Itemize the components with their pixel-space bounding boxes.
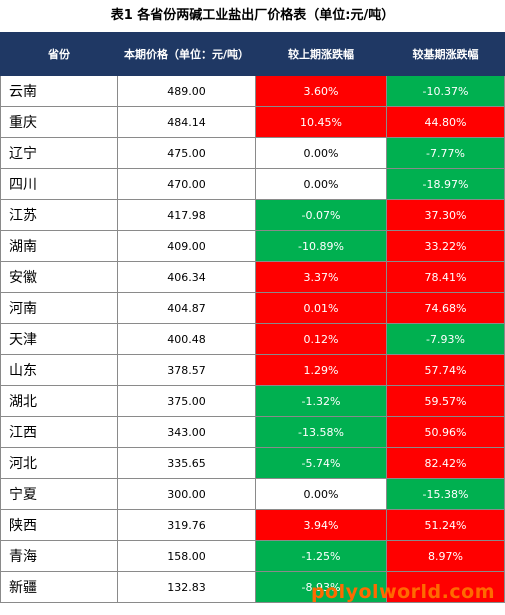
table-row: 天津 400.48 0.12% -7.93% (0, 323, 505, 355)
yoy-cell: 33.22% (386, 230, 505, 262)
yoy-cell: 78.41% (386, 261, 505, 293)
price-cell: 470.00 (117, 168, 256, 200)
province-cell: 安徽 (0, 261, 118, 293)
province-cell: 宁夏 (0, 478, 118, 510)
price-cell: 417.98 (117, 199, 256, 231)
table-row: 云南 489.00 3.60% -10.37% (0, 75, 505, 107)
province-cell: 河南 (0, 292, 118, 324)
price-cell: 375.00 (117, 385, 256, 417)
mom-cell: -1.25% (255, 540, 387, 572)
price-cell: 400.48 (117, 323, 256, 355)
yoy-cell: -18.97% (386, 168, 505, 200)
yoy-cell: 51.24% (386, 509, 505, 541)
yoy-cell: -7.77% (386, 137, 505, 169)
mom-cell: 10.45% (255, 106, 387, 138)
province-cell: 湖北 (0, 385, 118, 417)
province-cell: 湖南 (0, 230, 118, 262)
mom-cell: 0.00% (255, 137, 387, 169)
mom-cell: 3.37% (255, 261, 387, 293)
mom-cell: -1.32% (255, 385, 387, 417)
province-cell: 陕西 (0, 509, 118, 541)
table-row: 宁夏 300.00 0.00% -15.38% (0, 478, 505, 510)
mom-cell: 3.94% (255, 509, 387, 541)
table-row: 湖南 409.00 -10.89% 33.22% (0, 230, 505, 262)
header-province: 省份 (0, 32, 118, 76)
watermark: polyolworld.com (310, 581, 495, 603)
table-row: 陕西 319.76 3.94% 51.24% (0, 509, 505, 541)
mom-cell: -0.07% (255, 199, 387, 231)
price-cell: 484.14 (117, 106, 256, 138)
table-row: 山东 378.57 1.29% 57.74% (0, 354, 505, 386)
table-body: 云南 489.00 3.60% -10.37% 重庆 484.14 10.45% 44.80%… (0, 75, 505, 603)
yoy-cell: -15.38% (386, 478, 505, 510)
province-cell: 江苏 (0, 199, 118, 231)
mom-cell: -10.89% (255, 230, 387, 262)
header-price: 本期价格（单位：元/吨） (117, 32, 256, 76)
yoy-cell: 50.96% (386, 416, 505, 448)
yoy-cell: -7.93% (386, 323, 505, 355)
price-cell: 409.00 (117, 230, 256, 262)
province-cell: 重庆 (0, 106, 118, 138)
table-row: 江西 343.00 -13.58% 50.96% (0, 416, 505, 448)
yoy-cell: -10.37% (386, 75, 505, 107)
table-row: 安徽 406.34 3.37% 78.41% (0, 261, 505, 293)
yoy-cell: 57.74% (386, 354, 505, 386)
mom-cell: 3.60% (255, 75, 387, 107)
mom-cell: 0.00% (255, 478, 387, 510)
price-cell: 158.00 (117, 540, 256, 572)
price-cell: 335.65 (117, 447, 256, 479)
province-cell: 江西 (0, 416, 118, 448)
table-row: 河北 335.65 -5.74% 82.42% (0, 447, 505, 479)
price-cell: 489.00 (117, 75, 256, 107)
price-cell: 132.83 (117, 571, 256, 603)
header-yoy: 较基期涨跌幅 (386, 32, 505, 76)
mom-cell: 0.12% (255, 323, 387, 355)
price-cell: 300.00 (117, 478, 256, 510)
province-cell: 河北 (0, 447, 118, 479)
price-cell: 404.87 (117, 292, 256, 324)
table-row: 江苏 417.98 -0.07% 37.30% (0, 199, 505, 231)
table-title: 表1 各省份两碱工业盐出厂价格表（单位:元/吨） (110, 8, 395, 23)
table-row: 辽宁 475.00 0.00% -7.77% (0, 137, 505, 169)
mom-cell: -5.74% (255, 447, 387, 479)
price-cell: 475.00 (117, 137, 256, 169)
mom-cell: -8.93% (255, 571, 387, 603)
province-cell: 四川 (0, 168, 118, 200)
yoy-cell: 82.42% (386, 447, 505, 479)
mom-cell: 0.01% (255, 292, 387, 324)
price-table: 省份 本期价格（单位：元/吨） 较上期涨跌幅 较基期涨跌幅 云南 489.00 3.… (0, 32, 505, 603)
yoy-cell: 8.97% (386, 540, 505, 572)
province-cell: 青海 (0, 540, 118, 572)
yoy-cell: 74.68% (386, 292, 505, 324)
yoy-cell: 59.57% (386, 385, 505, 417)
table-row: 河南 404.87 0.01% 74.68% (0, 292, 505, 324)
yoy-cell: 44.80% (386, 106, 505, 138)
province-cell: 辽宁 (0, 137, 118, 169)
yoy-cell (386, 571, 505, 603)
mom-cell: -13.58% (255, 416, 387, 448)
price-cell: 343.00 (117, 416, 256, 448)
table-row: 重庆 484.14 10.45% 44.80% (0, 106, 505, 138)
table-row: 湖北 375.00 -1.32% 59.57% (0, 385, 505, 417)
yoy-cell: 37.30% (386, 199, 505, 231)
header-mom: 较上期涨跌幅 (255, 32, 387, 76)
table-row: 四川 470.00 0.00% -18.97% (0, 168, 505, 200)
mom-cell: 0.00% (255, 168, 387, 200)
province-cell: 山东 (0, 354, 118, 386)
province-cell: 云南 (0, 75, 118, 107)
table-row: 青海 158.00 -1.25% 8.97% (0, 540, 505, 572)
header-row: 省份 本期价格（单位：元/吨） 较上期涨跌幅 较基期涨跌幅 (0, 32, 505, 76)
table-row: 新疆 132.83 -8.93% (0, 571, 505, 603)
price-cell: 378.57 (117, 354, 256, 386)
province-cell: 新疆 (0, 571, 118, 603)
price-cell: 406.34 (117, 261, 256, 293)
province-cell: 天津 (0, 323, 118, 355)
price-cell: 319.76 (117, 509, 256, 541)
mom-cell: 1.29% (255, 354, 387, 386)
